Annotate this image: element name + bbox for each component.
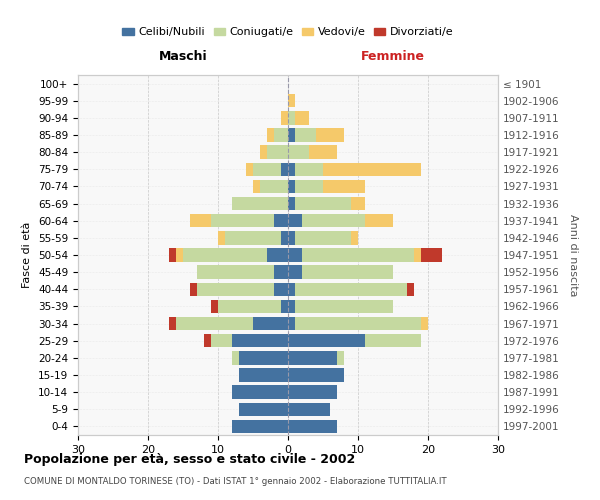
Bar [232, 386, 288, 399]
Bar [267, 128, 274, 141]
Bar [288, 266, 302, 279]
Bar [288, 402, 330, 416]
Bar [239, 368, 288, 382]
Bar [218, 231, 225, 244]
Bar [176, 317, 253, 330]
Bar [260, 180, 288, 193]
Bar [295, 231, 351, 244]
Bar [295, 180, 323, 193]
Bar [197, 266, 274, 279]
Bar [288, 146, 309, 159]
Bar [316, 128, 344, 141]
Bar [281, 162, 288, 176]
Bar [288, 180, 295, 193]
Bar [274, 128, 288, 141]
Bar [211, 334, 232, 347]
Bar [169, 248, 176, 262]
Bar [267, 248, 288, 262]
Bar [323, 180, 365, 193]
Bar [288, 111, 295, 124]
Bar [421, 317, 428, 330]
Bar [288, 197, 295, 210]
Bar [274, 214, 288, 228]
Bar [211, 300, 218, 313]
Bar [183, 248, 267, 262]
Bar [260, 146, 267, 159]
Bar [302, 266, 393, 279]
Y-axis label: Anni di nascita: Anni di nascita [568, 214, 578, 296]
Bar [337, 351, 344, 364]
Bar [274, 282, 288, 296]
Bar [407, 282, 414, 296]
Bar [253, 317, 288, 330]
Bar [253, 162, 281, 176]
Bar [232, 197, 288, 210]
Bar [281, 300, 288, 313]
Bar [351, 231, 358, 244]
Bar [218, 300, 281, 313]
Bar [421, 248, 442, 262]
Bar [288, 386, 337, 399]
Text: Maschi: Maschi [158, 50, 208, 63]
Bar [323, 162, 421, 176]
Bar [302, 214, 365, 228]
Bar [288, 420, 337, 433]
Y-axis label: Fasce di età: Fasce di età [22, 222, 32, 288]
Bar [204, 334, 211, 347]
Text: Popolazione per età, sesso e stato civile - 2002: Popolazione per età, sesso e stato civil… [24, 452, 355, 466]
Bar [295, 197, 351, 210]
Bar [288, 351, 337, 364]
Bar [281, 231, 288, 244]
Bar [232, 420, 288, 433]
Bar [365, 334, 421, 347]
Bar [414, 248, 421, 262]
Bar [309, 146, 337, 159]
Bar [295, 111, 309, 124]
Bar [225, 231, 281, 244]
Bar [288, 282, 295, 296]
Bar [239, 402, 288, 416]
Bar [253, 180, 260, 193]
Bar [288, 368, 344, 382]
Bar [295, 300, 393, 313]
Bar [295, 162, 323, 176]
Text: COMUNE DI MONTALDO TORINESE (TO) - Dati ISTAT 1° gennaio 2002 - Elaborazione TUT: COMUNE DI MONTALDO TORINESE (TO) - Dati … [24, 478, 446, 486]
Bar [288, 128, 295, 141]
Bar [288, 334, 365, 347]
Bar [295, 282, 407, 296]
Bar [351, 197, 365, 210]
Bar [274, 266, 288, 279]
Bar [288, 214, 302, 228]
Text: Femmine: Femmine [361, 50, 425, 63]
Bar [232, 334, 288, 347]
Bar [281, 111, 288, 124]
Bar [197, 282, 274, 296]
Bar [302, 248, 414, 262]
Bar [267, 146, 288, 159]
Bar [190, 282, 197, 296]
Legend: Celibi/Nubili, Coniugati/e, Vedovi/e, Divorziati/e: Celibi/Nubili, Coniugati/e, Vedovi/e, Di… [118, 23, 458, 42]
Bar [288, 94, 295, 108]
Bar [365, 214, 393, 228]
Bar [295, 128, 316, 141]
Bar [169, 317, 176, 330]
Bar [288, 162, 295, 176]
Bar [288, 248, 302, 262]
Bar [246, 162, 253, 176]
Bar [288, 317, 295, 330]
Bar [190, 214, 211, 228]
Bar [211, 214, 274, 228]
Bar [288, 231, 295, 244]
Bar [239, 351, 288, 364]
Bar [295, 317, 421, 330]
Bar [176, 248, 183, 262]
Bar [232, 351, 239, 364]
Bar [288, 300, 295, 313]
